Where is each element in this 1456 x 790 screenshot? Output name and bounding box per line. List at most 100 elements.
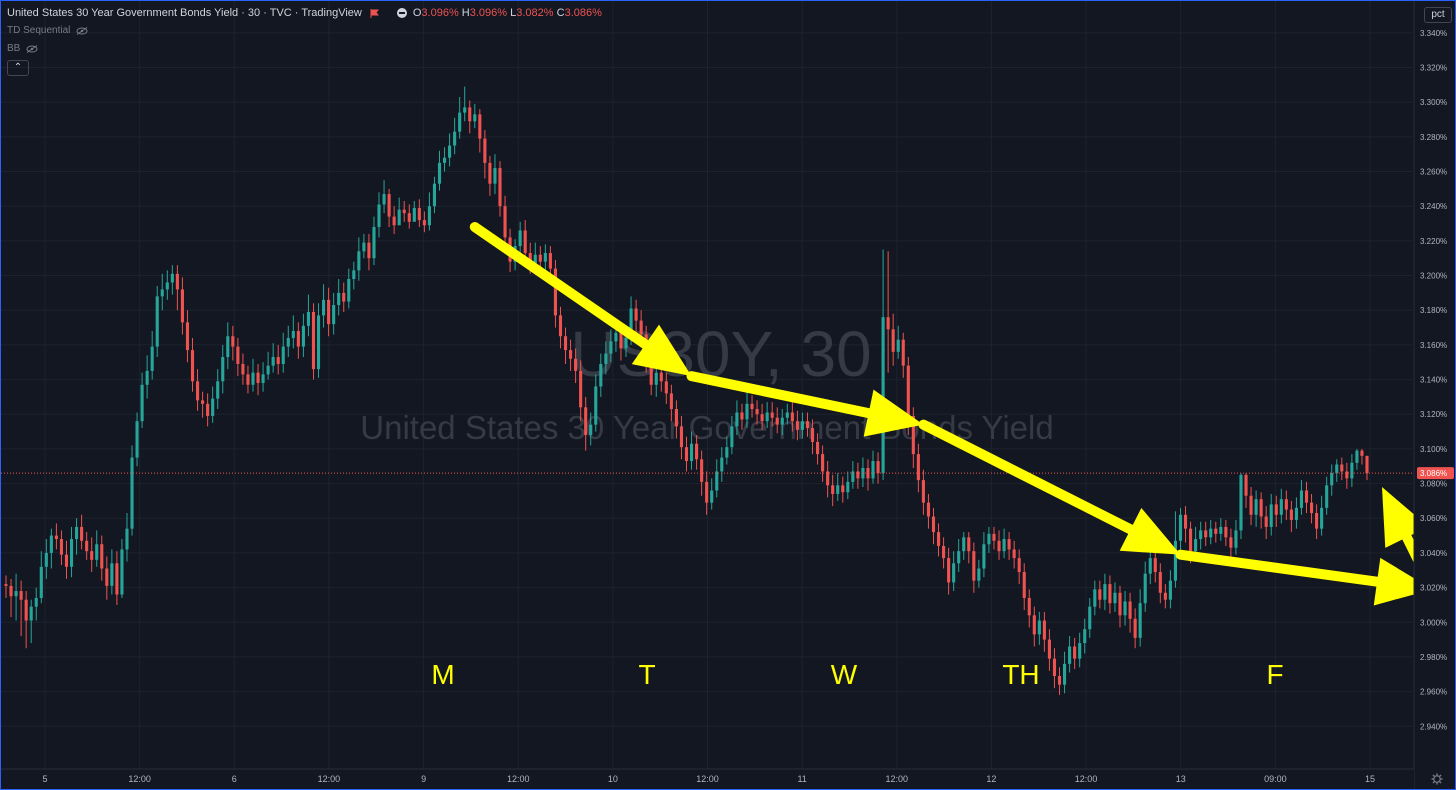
candle-down bbox=[498, 161, 502, 217]
candle-up bbox=[1168, 570, 1172, 609]
candle-body bbox=[266, 365, 270, 375]
candle-down bbox=[488, 155, 492, 196]
candle-down bbox=[1224, 519, 1228, 546]
candle-body bbox=[1093, 589, 1097, 607]
candle-body bbox=[518, 230, 522, 247]
candle-body bbox=[790, 412, 794, 422]
candle-body bbox=[831, 485, 835, 494]
candle-down bbox=[90, 537, 94, 572]
candle-down bbox=[866, 459, 870, 491]
time-tick-label: 12 bbox=[986, 774, 996, 784]
candle-down bbox=[1365, 455, 1369, 481]
candle-body bbox=[715, 471, 719, 491]
candle-body bbox=[856, 471, 860, 479]
candle-down bbox=[790, 402, 794, 432]
candle-body bbox=[357, 251, 361, 271]
day-label: T bbox=[638, 659, 655, 690]
candle-up bbox=[322, 284, 326, 328]
candle-up bbox=[150, 331, 154, 380]
day-label: F bbox=[1266, 659, 1283, 690]
candle-up bbox=[1002, 528, 1006, 559]
candle-body bbox=[1113, 592, 1117, 604]
time-tick-label: 9 bbox=[421, 774, 426, 784]
candle-up bbox=[271, 343, 275, 373]
symbol-title[interactable]: United States 30 Year Government Bonds Y… bbox=[7, 7, 362, 19]
candle-body bbox=[316, 315, 321, 370]
candle-body bbox=[120, 549, 124, 595]
indicator-bb[interactable]: BB bbox=[7, 43, 38, 54]
candle-down bbox=[584, 396, 588, 451]
candle-body bbox=[1032, 615, 1036, 635]
candle-body bbox=[1078, 643, 1082, 659]
candle-body bbox=[1234, 530, 1238, 548]
candle-body bbox=[705, 481, 709, 503]
candle-body bbox=[558, 315, 563, 337]
candle-up bbox=[745, 391, 749, 429]
candle-up bbox=[432, 176, 437, 214]
trend-arrow bbox=[918, 419, 1181, 555]
price-tick-label: 3.220% bbox=[1420, 237, 1447, 246]
candle-up bbox=[957, 539, 961, 572]
candle-down bbox=[1012, 540, 1016, 569]
candle-down bbox=[85, 532, 89, 560]
scale-mode-button[interactable]: pct bbox=[1424, 7, 1452, 23]
candle-body bbox=[1088, 606, 1092, 630]
eye-hidden-icon[interactable] bbox=[76, 26, 88, 35]
candle-body bbox=[1204, 530, 1208, 538]
candle-up bbox=[1335, 459, 1339, 482]
candle-body bbox=[871, 461, 875, 479]
trend-arrow-head bbox=[1382, 487, 1429, 548]
gear-icon[interactable] bbox=[1431, 773, 1443, 785]
collapse-legend-button[interactable]: ⌃ bbox=[7, 60, 29, 76]
candle-body bbox=[311, 311, 316, 370]
candle-body bbox=[498, 168, 502, 207]
candle-up bbox=[1113, 582, 1117, 612]
candle-down bbox=[810, 419, 815, 455]
candle-body bbox=[836, 485, 840, 494]
candle-body bbox=[407, 213, 411, 222]
candle-down bbox=[417, 199, 421, 228]
candle-down bbox=[1032, 606, 1036, 647]
candle-body bbox=[1148, 558, 1152, 574]
high-value: 3.096% bbox=[469, 7, 508, 19]
candle-up bbox=[881, 249, 885, 481]
candle-up bbox=[135, 412, 139, 467]
candle-down bbox=[921, 469, 925, 515]
candle-up bbox=[211, 386, 215, 423]
candle-body bbox=[1073, 646, 1077, 659]
candle-down bbox=[705, 471, 709, 515]
candle-body bbox=[1168, 580, 1172, 600]
candle-body bbox=[584, 407, 588, 436]
candle-down bbox=[775, 407, 779, 434]
candle-body bbox=[649, 362, 653, 385]
candle-up bbox=[29, 599, 33, 644]
candle-down bbox=[503, 195, 507, 250]
candle-body bbox=[80, 526, 84, 541]
candle-body bbox=[760, 414, 764, 422]
trend-arrow-shaft bbox=[686, 371, 874, 419]
candle-body bbox=[1022, 571, 1026, 598]
flag-icon[interactable] bbox=[370, 8, 379, 18]
candle-body bbox=[75, 526, 79, 540]
candle-body bbox=[296, 331, 300, 347]
eye-hidden-icon[interactable] bbox=[26, 44, 38, 53]
candle-body bbox=[1133, 618, 1137, 638]
candle-up bbox=[1299, 480, 1304, 515]
candle-up bbox=[851, 461, 855, 489]
candle-up bbox=[609, 329, 613, 363]
candle-body bbox=[1279, 499, 1283, 515]
candle-body bbox=[241, 363, 245, 375]
candle-down bbox=[1244, 473, 1248, 508]
candle-up bbox=[372, 216, 376, 266]
candle-body bbox=[1214, 528, 1218, 534]
indicator-td-sequential[interactable]: TD Sequential bbox=[7, 25, 88, 36]
candle-body bbox=[180, 289, 184, 323]
candle-body bbox=[1189, 528, 1193, 552]
candle-down bbox=[1158, 563, 1162, 604]
candle-up bbox=[140, 372, 144, 429]
hide-icon[interactable] bbox=[396, 8, 407, 18]
candle-down bbox=[1315, 504, 1319, 540]
candle-up bbox=[1078, 632, 1082, 668]
candle-body bbox=[962, 537, 966, 552]
